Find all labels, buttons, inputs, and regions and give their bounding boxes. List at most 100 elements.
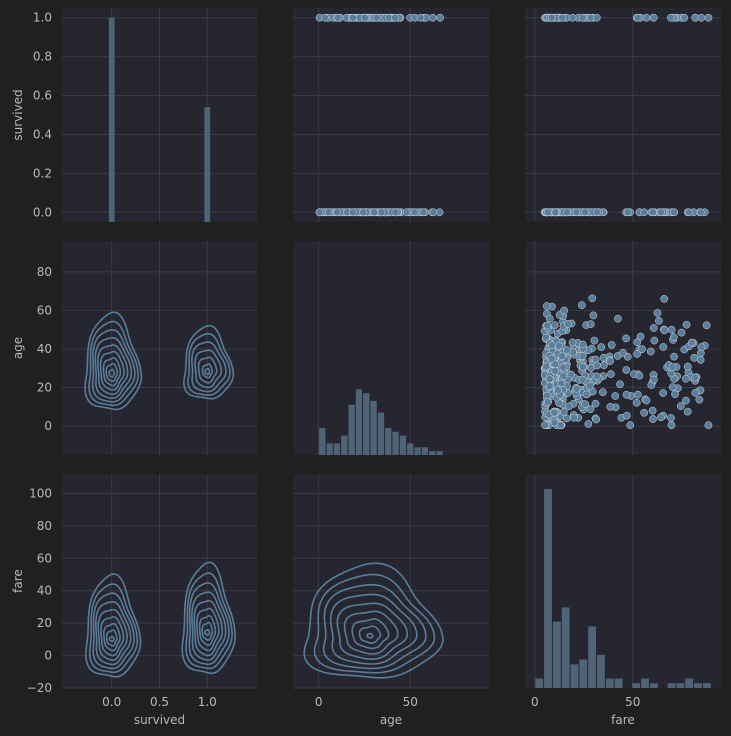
scatter-point bbox=[667, 325, 676, 334]
scatter-point bbox=[626, 421, 635, 429]
hist-bar bbox=[348, 404, 355, 455]
y-tick-label: 20 bbox=[37, 381, 52, 395]
scatter-point bbox=[592, 13, 601, 22]
hist-bar bbox=[341, 435, 348, 455]
hist-bar bbox=[326, 443, 333, 455]
y-tick-label: 60 bbox=[37, 303, 52, 317]
scatter-point bbox=[667, 421, 676, 429]
scatter-point bbox=[548, 341, 556, 350]
scatter-point bbox=[410, 208, 419, 217]
hist-bar bbox=[685, 678, 694, 688]
scatter-point bbox=[682, 320, 691, 329]
y-tick-label: 60 bbox=[37, 551, 52, 565]
kde-contour bbox=[303, 562, 444, 679]
scatter-point bbox=[551, 360, 560, 369]
scatter-point bbox=[685, 208, 693, 217]
panel-survived-vs-age bbox=[293, 8, 489, 222]
kde-contour bbox=[204, 628, 211, 636]
hist-bar bbox=[421, 447, 429, 455]
scatter-point bbox=[578, 352, 587, 360]
scatter-point bbox=[590, 336, 599, 345]
scatter-point bbox=[691, 373, 699, 382]
scatter-point bbox=[623, 208, 632, 217]
scatter-point bbox=[542, 362, 551, 371]
scatter-point bbox=[622, 334, 630, 343]
scatter-point bbox=[682, 374, 690, 383]
scatter-point bbox=[691, 388, 700, 397]
panel-background bbox=[293, 241, 489, 455]
scatter-point bbox=[581, 400, 590, 408]
hist-bar bbox=[632, 683, 641, 688]
scatter-point bbox=[659, 343, 668, 351]
scatter-survived-age bbox=[315, 13, 444, 217]
scatter-point bbox=[657, 413, 665, 422]
scatter-point bbox=[667, 369, 676, 378]
scatter-point bbox=[598, 388, 607, 397]
scatter-point bbox=[633, 390, 642, 399]
scatter-point bbox=[660, 326, 669, 335]
kde-contour bbox=[201, 363, 213, 379]
x-tick-label: 0 bbox=[315, 695, 323, 709]
scatter-point bbox=[436, 13, 444, 22]
kde-contour bbox=[366, 632, 374, 639]
scatter-point bbox=[586, 320, 595, 328]
scatter-point bbox=[616, 380, 624, 389]
hist-bar bbox=[204, 107, 211, 222]
scatter-point bbox=[667, 414, 675, 422]
scatter-point bbox=[633, 350, 641, 358]
scatter-point bbox=[597, 343, 606, 351]
y-axis-label: age bbox=[11, 337, 25, 359]
scatter-point bbox=[611, 392, 620, 400]
hist-bar bbox=[333, 443, 341, 455]
scatter-point bbox=[578, 375, 587, 384]
kde-age-fare bbox=[303, 562, 444, 679]
scatter-point bbox=[559, 372, 568, 380]
scatter-point bbox=[702, 321, 711, 330]
y-tick-label: 80 bbox=[37, 265, 52, 279]
panel-age-vs-age bbox=[293, 241, 489, 455]
scatter-point bbox=[633, 338, 642, 347]
hist-bar bbox=[363, 393, 370, 455]
x-tick-label: 0 bbox=[531, 695, 539, 709]
scatter-point bbox=[622, 411, 631, 420]
y-tick-label: 40 bbox=[37, 584, 52, 598]
kde-contour bbox=[99, 350, 125, 391]
kde-contour bbox=[191, 341, 227, 393]
hist-bar bbox=[579, 659, 588, 688]
scatter-point bbox=[333, 13, 342, 22]
scatter-point bbox=[622, 390, 631, 399]
scatter-point bbox=[593, 361, 601, 370]
scatter-point bbox=[606, 357, 614, 365]
scatter-point bbox=[682, 396, 690, 405]
kde-survived-age bbox=[84, 311, 235, 411]
hist-bar bbox=[319, 427, 326, 455]
scatter-point bbox=[321, 13, 329, 22]
scatter-point bbox=[551, 321, 559, 329]
hist-bar bbox=[355, 389, 363, 455]
scatter-point bbox=[696, 356, 705, 364]
y-tick-label: 100 bbox=[29, 486, 52, 500]
scatter-point bbox=[541, 421, 549, 429]
x-axis-label: fare bbox=[611, 713, 635, 727]
kde-contour bbox=[181, 561, 237, 675]
scatter-point bbox=[636, 332, 645, 341]
kde-contour bbox=[84, 573, 142, 678]
scatter-point bbox=[649, 415, 657, 423]
scatter-point bbox=[555, 341, 563, 350]
scatter-point bbox=[646, 347, 655, 356]
scatter-point bbox=[563, 346, 572, 354]
kde-contour bbox=[88, 320, 139, 407]
kde-contour bbox=[185, 572, 233, 670]
scatter-point bbox=[589, 311, 598, 320]
scatter-point bbox=[696, 208, 705, 217]
scatter-point bbox=[324, 208, 333, 217]
scatter-point bbox=[391, 13, 399, 22]
kde-contour bbox=[92, 592, 135, 670]
hist-bar bbox=[605, 678, 614, 688]
scatter-point bbox=[333, 208, 341, 217]
scatter-point bbox=[607, 341, 616, 349]
scatter-point bbox=[542, 333, 550, 342]
hist-bar bbox=[570, 664, 579, 688]
scatter-point bbox=[638, 345, 646, 354]
hist-bar bbox=[392, 431, 399, 455]
